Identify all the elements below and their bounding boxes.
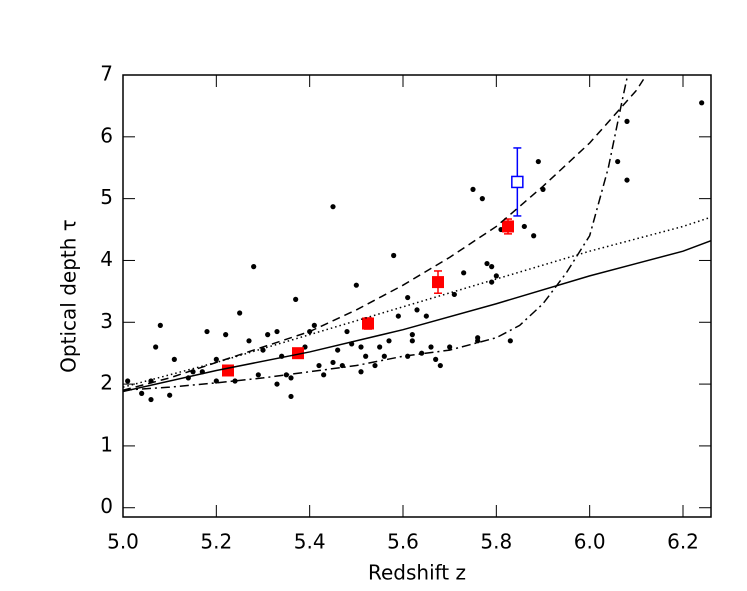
point: [419, 350, 425, 356]
point: [386, 338, 392, 344]
point: [255, 372, 261, 378]
point: [292, 347, 304, 360]
point: [223, 332, 229, 338]
point: [148, 396, 154, 403]
point: [479, 196, 485, 202]
y-tick-label: 2: [100, 371, 113, 395]
point: [699, 100, 705, 106]
point: [451, 291, 457, 298]
point: [362, 317, 374, 330]
point: [171, 356, 177, 362]
y-tick-label: 7: [100, 62, 113, 86]
point: [615, 158, 621, 165]
point: [489, 279, 495, 285]
x-tick-label: 5.6: [387, 530, 419, 554]
point: [283, 372, 289, 378]
point: [288, 393, 294, 400]
point: [167, 392, 173, 398]
point: [353, 282, 359, 288]
point: [358, 344, 364, 350]
point: [414, 307, 420, 313]
point: [489, 264, 495, 270]
point: [213, 378, 219, 384]
point: [624, 177, 630, 183]
point: [409, 338, 415, 344]
y-tick-label: 4: [100, 247, 113, 271]
plot-area: [123, 75, 711, 403]
point: [139, 390, 145, 396]
point: [428, 344, 434, 350]
point: [377, 344, 383, 350]
curve: [123, 239, 711, 393]
point: [363, 353, 369, 359]
x-tick-label: 5.2: [200, 530, 232, 554]
x-tick-label: 6.2: [667, 530, 699, 554]
curve: [123, 216, 711, 388]
point: [511, 175, 524, 189]
point: [125, 378, 131, 384]
point: [335, 347, 341, 353]
point: [531, 233, 537, 239]
y-tick-label: 0: [100, 494, 113, 518]
point: [274, 328, 280, 335]
point: [535, 158, 541, 165]
point: [330, 359, 336, 366]
point: [470, 186, 476, 192]
x-tick-label: 5.0: [107, 530, 139, 554]
point: [433, 356, 439, 362]
point: [274, 381, 280, 387]
point: [381, 353, 387, 359]
x-axis-label: Redshift z: [368, 561, 466, 585]
point: [316, 362, 322, 369]
point: [423, 313, 429, 319]
point: [153, 344, 159, 350]
point: [321, 372, 327, 378]
point: [311, 322, 317, 328]
point: [330, 204, 336, 210]
point: [484, 260, 490, 267]
point: [265, 332, 271, 338]
curve: [123, 75, 648, 391]
x-tick-label: 5.4: [294, 530, 326, 554]
point: [339, 362, 345, 369]
point: [447, 344, 453, 350]
point: [502, 220, 514, 233]
y-axis-label: Optical depth τ: [57, 219, 81, 373]
point: [391, 252, 397, 259]
point: [475, 338, 481, 344]
plot-frame: [122, 74, 712, 518]
point: [358, 369, 364, 375]
point: [521, 223, 527, 230]
point: [251, 264, 257, 270]
point: [507, 338, 513, 344]
point: [213, 356, 219, 362]
point: [344, 328, 350, 335]
point: [624, 118, 630, 124]
point: [493, 273, 499, 279]
point: [204, 328, 210, 335]
point: [232, 378, 238, 384]
point: [260, 347, 266, 353]
x-tick-label: 6.0: [574, 530, 606, 554]
point: [246, 338, 252, 344]
point: [293, 296, 299, 302]
point: [432, 276, 444, 289]
point: [372, 362, 378, 369]
point: [395, 313, 401, 319]
point: [288, 375, 294, 381]
x-tick-label: 5.8: [480, 530, 512, 554]
point: [405, 294, 411, 301]
y-tick-label: 3: [100, 309, 113, 333]
point: [437, 362, 443, 369]
point: [237, 310, 243, 316]
point: [222, 364, 234, 377]
point: [157, 322, 163, 328]
point: [409, 332, 415, 338]
point: [461, 270, 467, 276]
y-tick-label: 1: [100, 432, 113, 456]
y-tick-label: 5: [100, 185, 113, 209]
y-tick-label: 6: [100, 123, 113, 147]
curve: [123, 75, 629, 392]
